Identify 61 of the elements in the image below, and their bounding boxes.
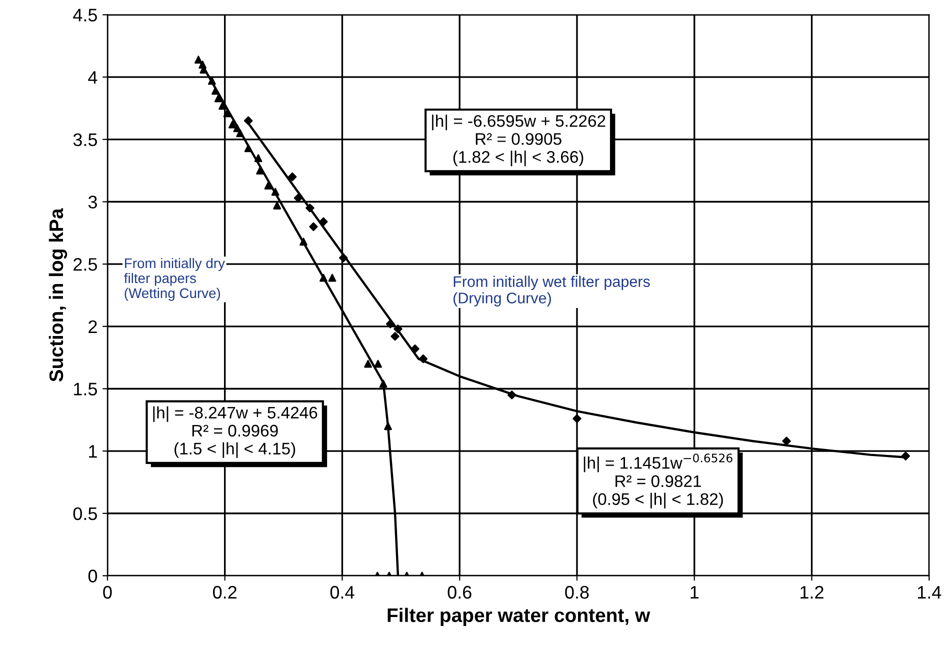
point: [339, 253, 348, 262]
point: [223, 109, 232, 118]
point: [384, 422, 392, 430]
y-tick-label: 4.5: [73, 8, 97, 22]
point: [264, 182, 272, 190]
point: [233, 124, 242, 132]
point: [390, 332, 400, 341]
point: [394, 324, 402, 334]
x-tick-label: 0.4: [330, 586, 354, 599]
annotation: From initially dry filter papers (Wetting Curve): [124, 258, 225, 301]
point: [218, 102, 226, 110]
point: [782, 436, 791, 446]
y-tick-label: 2.5: [74, 258, 97, 271]
x-tick-label: 1.2: [800, 586, 824, 599]
annotation: |h| = 1.1451w$^{−0.6526}$ R² = 0.9821 (0.95 < |h| < 1.82): [584, 454, 732, 508]
annotation: From initially wet filter papers (Drying Curve): [454, 276, 650, 306]
x-tick-label: 0.8: [565, 586, 589, 599]
point: [273, 202, 282, 210]
annotation: |h| = -8.247w + 5.4246 R² = 0.9969 (1.5 < |h| < 4.15): [153, 406, 318, 458]
point: [319, 274, 328, 282]
y-tick-label: 4: [88, 71, 98, 84]
point: [418, 354, 428, 364]
point: [228, 120, 236, 128]
y-tick-label: 0: [88, 570, 98, 582]
point: [410, 344, 420, 354]
x-axis-title: Filter paper water content, w: [388, 608, 650, 626]
point: [244, 116, 253, 126]
point: [271, 188, 280, 196]
annotation: |h| = -6.6595w + 5.2262 R² = 0.9905 (1.82 < |h| < 3.66): [432, 114, 606, 166]
point: [507, 390, 516, 400]
y-axis-title: Suction, in log kPa: [48, 208, 68, 382]
y-tick-label: 2: [88, 320, 97, 333]
point: [309, 222, 318, 232]
y-tick-label: 1.5: [74, 382, 97, 396]
point: [364, 360, 372, 368]
x-tick-label: 1.4: [918, 586, 942, 599]
point: [236, 129, 244, 138]
y-tick-label: 0.5: [73, 507, 97, 520]
x-tick-label: 0.2: [213, 586, 236, 599]
point: [300, 238, 308, 246]
point: [319, 217, 328, 226]
point: [194, 56, 202, 64]
point: [572, 414, 582, 424]
point: [386, 320, 395, 328]
x-tick-label: 0.6: [448, 586, 472, 599]
y-tick-label: 1: [89, 445, 97, 458]
point: [288, 172, 297, 182]
x-tick-label: 1: [690, 586, 699, 599]
point: [306, 204, 314, 212]
point: [244, 144, 252, 152]
x-tick-label: 0: [103, 586, 112, 599]
point: [256, 166, 264, 175]
point: [254, 154, 262, 162]
point: [901, 452, 910, 460]
y-tick-label: 3: [88, 196, 97, 208]
point: [328, 274, 336, 282]
point: [379, 380, 388, 388]
y-tick-label: 3.5: [73, 133, 97, 146]
point: [214, 94, 222, 102]
point: [374, 360, 382, 368]
point: [208, 76, 216, 85]
